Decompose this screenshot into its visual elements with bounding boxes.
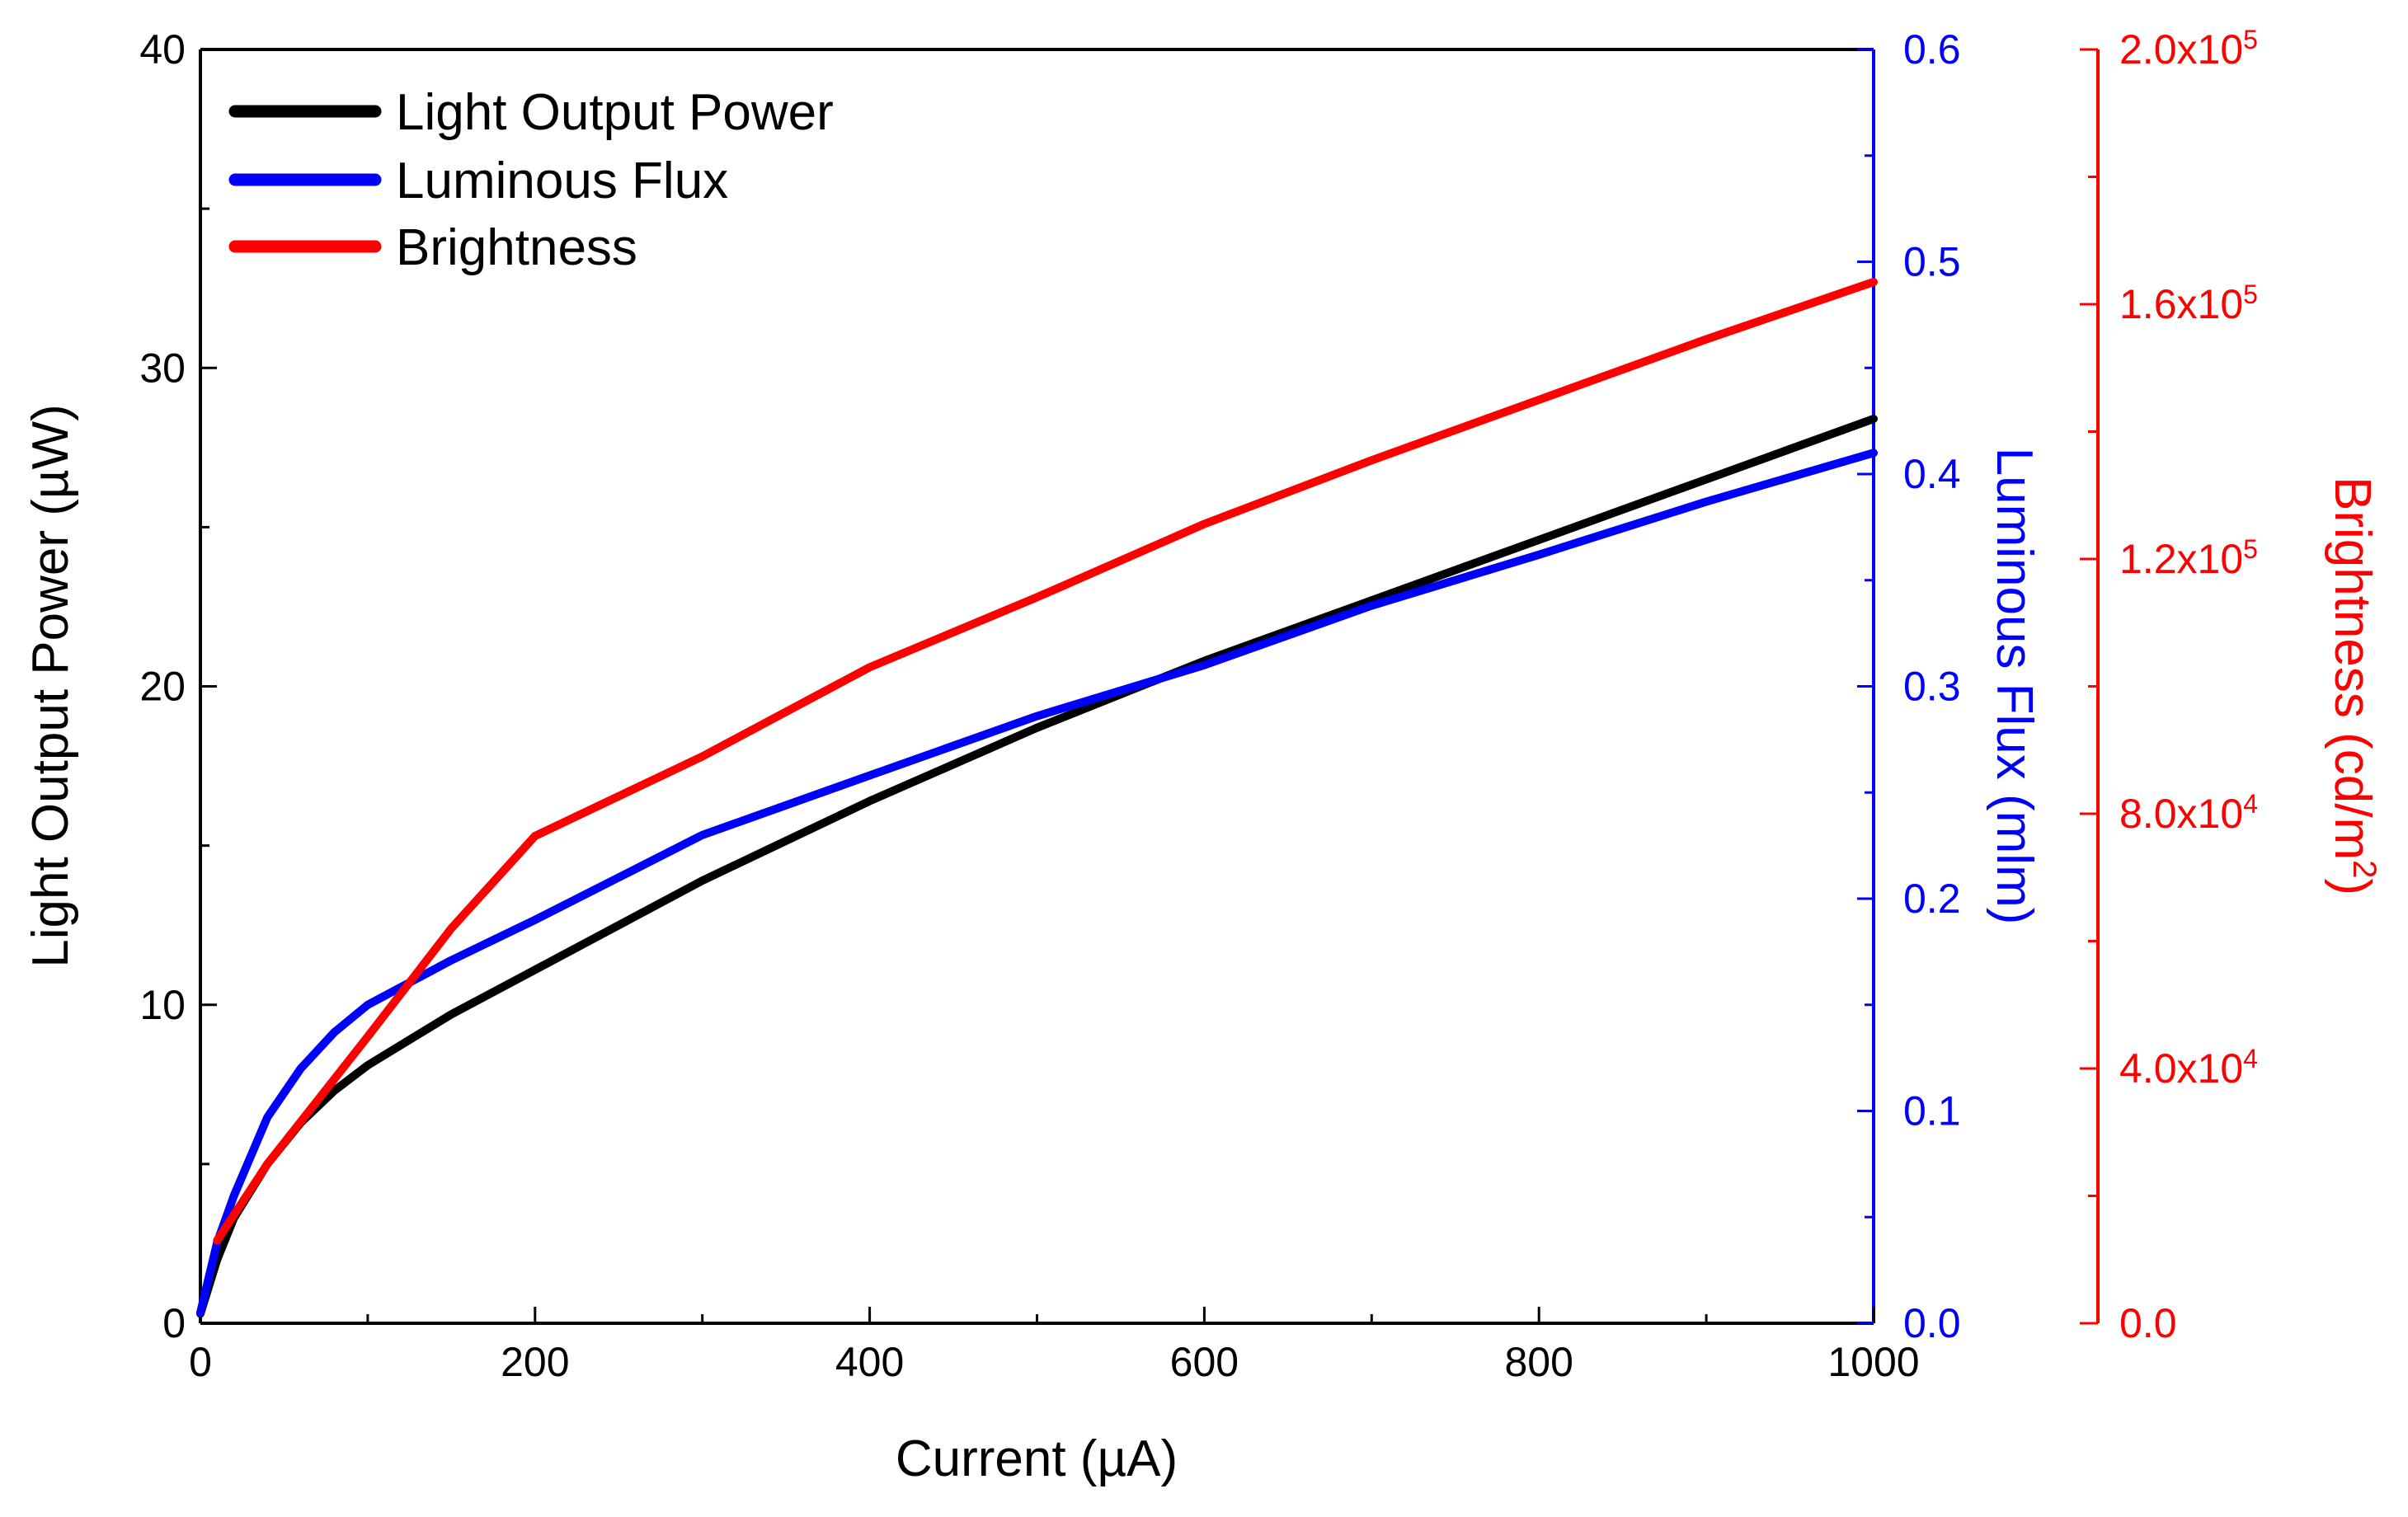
brightness-tick-label: 8.0x104 — [2119, 789, 2258, 837]
brightness-tick-label: 1.2x105 — [2119, 534, 2258, 582]
legend: Light Output Power Luminous Flux Brightn… — [228, 84, 834, 276]
left-tick-label: 10 — [139, 982, 186, 1028]
x-tick-label: 600 — [1170, 1339, 1239, 1385]
brightness-tick-label: 4.0x104 — [2119, 1044, 2258, 1092]
luminous-flux-line — [196, 449, 1878, 1317]
brightness-axis-title-main: Brightness (cd/m — [2324, 477, 2381, 860]
legend-label-luminous: Luminous Flux — [396, 153, 728, 209]
x-tick-label: 0 — [189, 1339, 212, 1385]
left-tick-label: 30 — [139, 345, 186, 391]
luminous-tick-label: 0.2 — [1903, 876, 1961, 922]
light-output-power-line — [196, 415, 1878, 1318]
left-axis-title: Light Output Power (µW) — [22, 404, 79, 968]
x-tick-label: 400 — [835, 1339, 904, 1385]
luminous-tick-label: 0.1 — [1903, 1088, 1961, 1134]
brightness-axis-title: Brightness (cd/m2) — [2324, 477, 2382, 895]
x-tick-label: 800 — [1504, 1339, 1573, 1385]
ticks-layer: 0 200 400 600 800 1000 0 10 20 30 40 0.0 0.1 0.2 0.3 0.… — [139, 25, 2258, 1385]
brightness-axis-title-end: ) — [2324, 878, 2381, 895]
brightness-tick-label: 2.0x105 — [2119, 25, 2258, 73]
legend-label-brightness: Brightness — [396, 219, 637, 276]
legend-label-power: Light Output Power — [396, 84, 834, 141]
luminous-axis-title: Luminous Flux (mlm) — [1986, 448, 2043, 925]
brightness-line — [213, 278, 1878, 1245]
brightness-tick-label: 0.0 — [2119, 1300, 2177, 1346]
luminous-tick-label: 0.5 — [1903, 239, 1961, 285]
luminous-tick-label: 0.3 — [1903, 664, 1961, 710]
luminous-tick-label: 0.0 — [1903, 1300, 1961, 1346]
series-layer — [196, 278, 1878, 1318]
x-tick-label: 1000 — [1827, 1339, 1919, 1385]
left-tick-label: 40 — [139, 26, 186, 73]
luminous-tick-label: 0.4 — [1903, 451, 1961, 497]
brightness-axis-title-sup: 2 — [2346, 860, 2382, 878]
left-tick-label: 0 — [162, 1300, 186, 1346]
left-tick-label: 20 — [139, 664, 186, 710]
x-tick-label: 200 — [501, 1339, 569, 1385]
luminous-tick-label: 0.6 — [1903, 26, 1961, 73]
brightness-tick-label: 1.6x105 — [2119, 279, 2258, 327]
x-axis-title: Current (µA) — [896, 1430, 1178, 1487]
